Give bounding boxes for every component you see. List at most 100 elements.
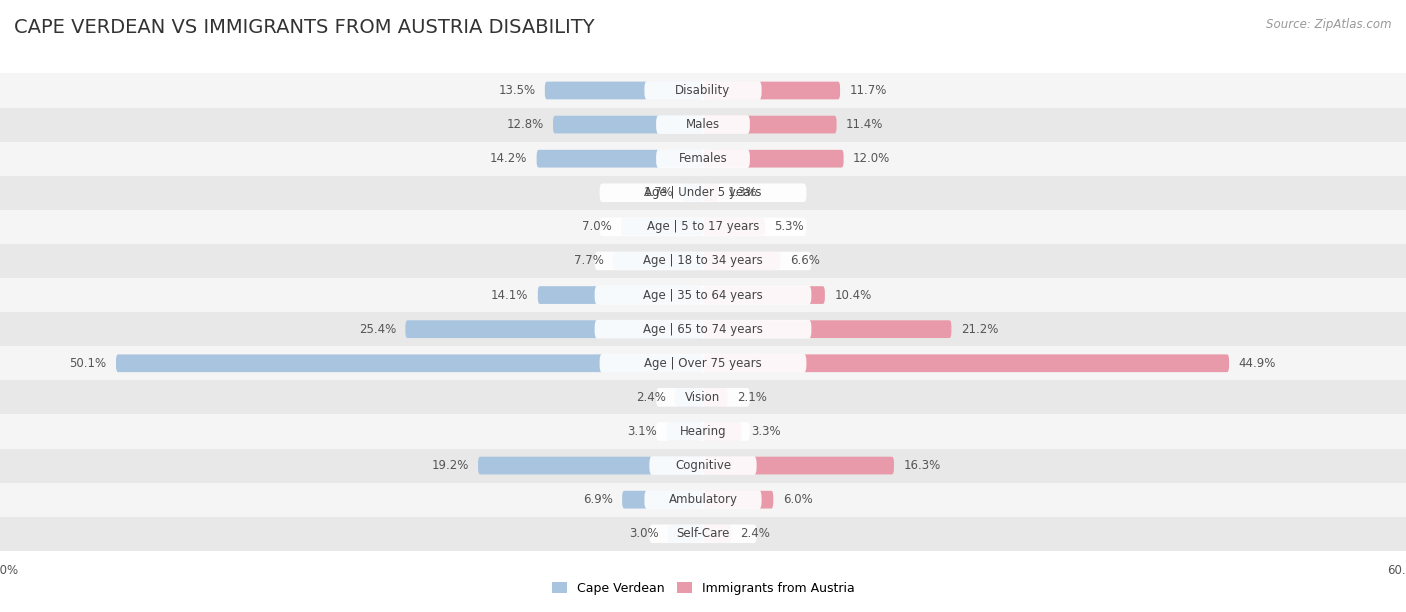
FancyBboxPatch shape — [683, 184, 703, 201]
Text: 12.0%: 12.0% — [853, 152, 890, 165]
Text: 2.4%: 2.4% — [741, 528, 770, 540]
FancyBboxPatch shape — [703, 184, 718, 201]
FancyBboxPatch shape — [553, 116, 703, 133]
Text: Hearing: Hearing — [679, 425, 727, 438]
FancyBboxPatch shape — [668, 525, 703, 543]
Bar — [0, 312, 1406, 346]
FancyBboxPatch shape — [405, 320, 703, 338]
FancyBboxPatch shape — [675, 389, 703, 406]
FancyBboxPatch shape — [621, 491, 703, 509]
FancyBboxPatch shape — [613, 252, 703, 270]
FancyBboxPatch shape — [657, 388, 749, 406]
Text: 25.4%: 25.4% — [359, 323, 396, 335]
Text: 12.8%: 12.8% — [506, 118, 544, 131]
Text: CAPE VERDEAN VS IMMIGRANTS FROM AUSTRIA DISABILITY: CAPE VERDEAN VS IMMIGRANTS FROM AUSTRIA … — [14, 18, 595, 37]
FancyBboxPatch shape — [599, 184, 807, 202]
Text: 6.9%: 6.9% — [583, 493, 613, 506]
Text: 13.5%: 13.5% — [498, 84, 536, 97]
Bar — [0, 346, 1406, 380]
FancyBboxPatch shape — [650, 457, 756, 475]
FancyBboxPatch shape — [595, 320, 811, 338]
FancyBboxPatch shape — [644, 81, 762, 100]
FancyBboxPatch shape — [595, 286, 811, 304]
Text: Disability: Disability — [675, 84, 731, 97]
Bar — [0, 449, 1406, 483]
FancyBboxPatch shape — [703, 252, 780, 270]
Text: Self-Care: Self-Care — [676, 528, 730, 540]
Text: Ambulatory: Ambulatory — [668, 493, 738, 506]
FancyBboxPatch shape — [537, 150, 703, 168]
Text: 19.2%: 19.2% — [432, 459, 468, 472]
Bar — [0, 210, 1406, 244]
FancyBboxPatch shape — [703, 491, 773, 509]
Text: 7.7%: 7.7% — [574, 255, 603, 267]
FancyBboxPatch shape — [115, 354, 703, 372]
FancyBboxPatch shape — [703, 218, 765, 236]
Text: Age | 18 to 34 years: Age | 18 to 34 years — [643, 255, 763, 267]
Bar — [0, 414, 1406, 449]
Text: Cognitive: Cognitive — [675, 459, 731, 472]
Text: 7.0%: 7.0% — [582, 220, 612, 233]
Bar — [0, 278, 1406, 312]
FancyBboxPatch shape — [538, 286, 703, 304]
Text: 16.3%: 16.3% — [904, 459, 941, 472]
Bar — [0, 176, 1406, 210]
Text: 44.9%: 44.9% — [1239, 357, 1275, 370]
Text: 14.1%: 14.1% — [491, 289, 529, 302]
FancyBboxPatch shape — [703, 389, 728, 406]
Text: Age | Under 5 years: Age | Under 5 years — [644, 186, 762, 200]
FancyBboxPatch shape — [666, 423, 703, 440]
Text: 10.4%: 10.4% — [834, 289, 872, 302]
FancyBboxPatch shape — [657, 115, 749, 134]
Text: Age | 5 to 17 years: Age | 5 to 17 years — [647, 220, 759, 233]
Text: 50.1%: 50.1% — [69, 357, 107, 370]
Text: 2.4%: 2.4% — [636, 391, 665, 404]
Bar — [0, 141, 1406, 176]
Text: 60.0%: 60.0% — [1388, 564, 1406, 577]
FancyBboxPatch shape — [703, 81, 841, 99]
Text: 14.2%: 14.2% — [489, 152, 527, 165]
FancyBboxPatch shape — [546, 81, 703, 99]
Text: 1.3%: 1.3% — [728, 186, 758, 200]
Bar — [0, 380, 1406, 414]
Text: Age | 35 to 64 years: Age | 35 to 64 years — [643, 289, 763, 302]
FancyBboxPatch shape — [599, 354, 807, 373]
Bar — [0, 517, 1406, 551]
Text: 11.7%: 11.7% — [849, 84, 887, 97]
FancyBboxPatch shape — [595, 252, 811, 271]
FancyBboxPatch shape — [657, 149, 749, 168]
Text: Vision: Vision — [685, 391, 721, 404]
Text: 3.3%: 3.3% — [751, 425, 780, 438]
FancyBboxPatch shape — [599, 218, 807, 236]
Text: 21.2%: 21.2% — [960, 323, 998, 335]
Bar — [0, 244, 1406, 278]
Text: 1.7%: 1.7% — [644, 186, 673, 200]
FancyBboxPatch shape — [703, 457, 894, 474]
FancyBboxPatch shape — [621, 218, 703, 236]
Bar — [0, 483, 1406, 517]
FancyBboxPatch shape — [703, 525, 731, 543]
FancyBboxPatch shape — [703, 423, 742, 440]
FancyBboxPatch shape — [703, 320, 952, 338]
FancyBboxPatch shape — [478, 457, 703, 474]
Text: Age | 65 to 74 years: Age | 65 to 74 years — [643, 323, 763, 335]
Text: 6.0%: 6.0% — [783, 493, 813, 506]
FancyBboxPatch shape — [703, 150, 844, 168]
Text: 3.0%: 3.0% — [628, 528, 658, 540]
FancyBboxPatch shape — [703, 354, 1229, 372]
Legend: Cape Verdean, Immigrants from Austria: Cape Verdean, Immigrants from Austria — [547, 577, 859, 600]
FancyBboxPatch shape — [650, 524, 756, 543]
Text: 3.1%: 3.1% — [627, 425, 657, 438]
Text: 6.6%: 6.6% — [790, 255, 820, 267]
Text: 11.4%: 11.4% — [846, 118, 883, 131]
Text: Males: Males — [686, 118, 720, 131]
Bar — [0, 73, 1406, 108]
Bar — [0, 108, 1406, 141]
FancyBboxPatch shape — [703, 116, 837, 133]
Text: 5.3%: 5.3% — [775, 220, 804, 233]
FancyBboxPatch shape — [644, 490, 762, 509]
Text: 60.0%: 60.0% — [0, 564, 18, 577]
FancyBboxPatch shape — [703, 286, 825, 304]
Text: 2.1%: 2.1% — [737, 391, 766, 404]
FancyBboxPatch shape — [657, 422, 749, 441]
